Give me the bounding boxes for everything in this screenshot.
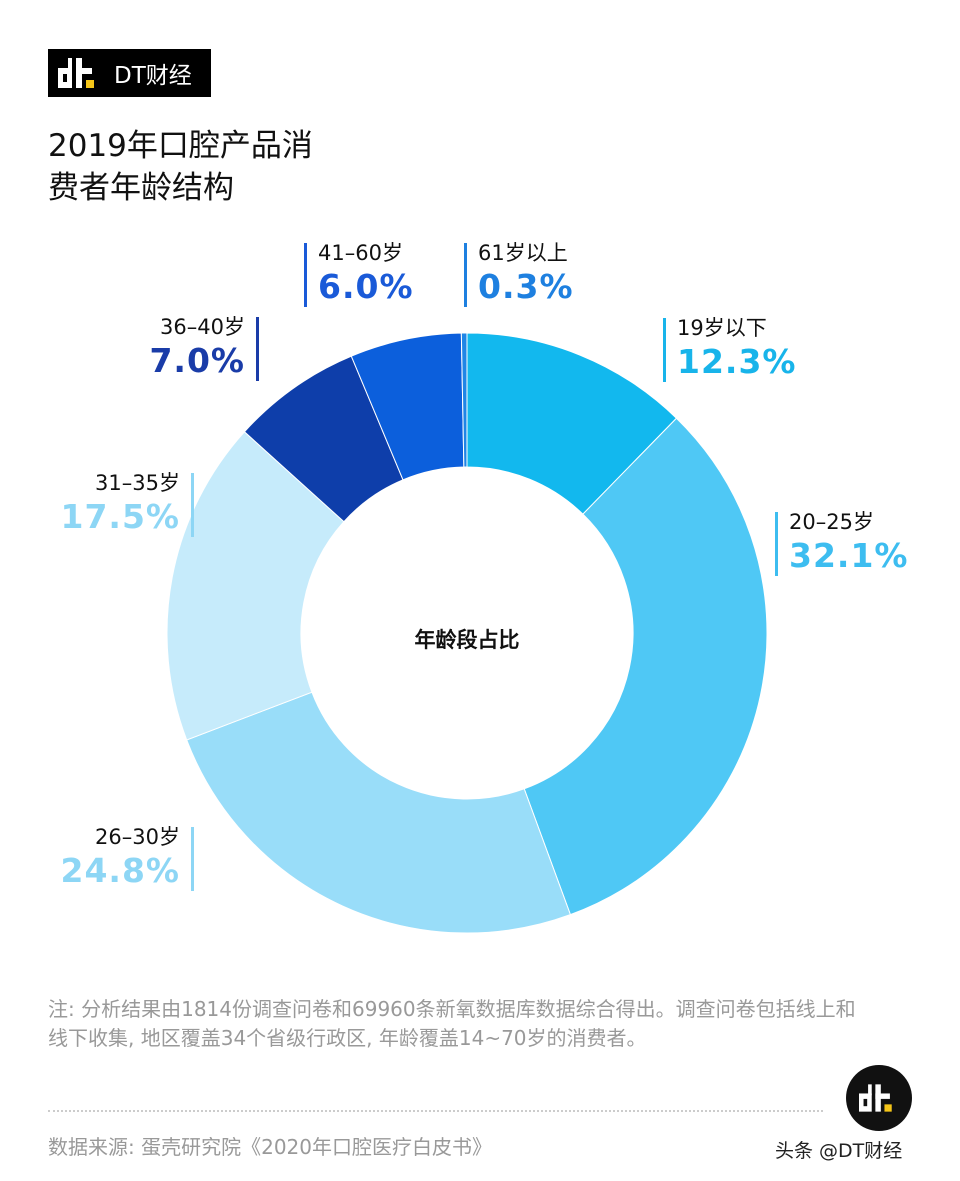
label-bar	[464, 243, 467, 307]
slice-label: 61岁以上 0.3%	[464, 241, 574, 307]
value-label: 0.3%	[478, 267, 574, 306]
donut-slice	[460, 332, 468, 468]
divider	[48, 1110, 823, 1112]
value-label: 32.1%	[789, 536, 909, 575]
label-bar	[775, 512, 778, 576]
label-bar	[663, 318, 666, 382]
value-label: 17.5%	[60, 497, 180, 536]
footnote: 注: 分析结果由1814份调查问卷和69960条新氧数据库数据综合得出。调查问卷…	[48, 997, 856, 1050]
category-label: 26–30岁	[95, 825, 180, 849]
slice-label: 26–30岁 24.8%	[52, 825, 194, 891]
source-text: 数据来源: 蛋壳研究院《2020年口腔医疗白皮书》	[48, 1135, 492, 1159]
category-label: 61岁以上	[478, 241, 568, 265]
slice-label: 41–60岁 6.0%	[304, 241, 414, 307]
slice-label: 19岁以下 12.3%	[663, 316, 797, 382]
value-label: 12.3%	[677, 342, 797, 381]
donut-slice	[523, 417, 768, 916]
value-label: 7.0%	[149, 341, 245, 380]
label-bar	[304, 243, 307, 307]
label-bar	[191, 827, 194, 891]
donut-slice	[466, 332, 678, 515]
category-label: 20–25岁	[789, 510, 874, 534]
slice-label: 36–40岁 7.0%	[115, 315, 259, 381]
category-label: 31–35岁	[95, 471, 180, 495]
slice-label: 31–35岁 17.5%	[52, 471, 194, 537]
center-label: 年龄段占比	[414, 628, 520, 652]
label-bar	[256, 317, 259, 381]
donut-slice	[166, 431, 345, 741]
category-label: 19岁以下	[677, 316, 767, 340]
category-label: 36–40岁	[160, 315, 245, 339]
value-label: 24.8%	[60, 851, 180, 890]
dt-badge-icon	[846, 1065, 912, 1131]
category-label: 41–60岁	[318, 241, 403, 265]
slice-label: 20–25岁 32.1%	[775, 510, 909, 576]
dt-logo-icon	[58, 58, 94, 88]
watermark-text: 头条 @DT财经	[775, 1140, 903, 1162]
value-label: 6.0%	[318, 267, 414, 306]
brand-name: DT财经	[114, 63, 192, 89]
brand-logo: DT财经	[48, 49, 211, 97]
label-bar	[191, 473, 194, 537]
donut-slice	[186, 691, 572, 934]
chart-title: 2019年口腔产品消费者年龄结构	[48, 128, 313, 206]
